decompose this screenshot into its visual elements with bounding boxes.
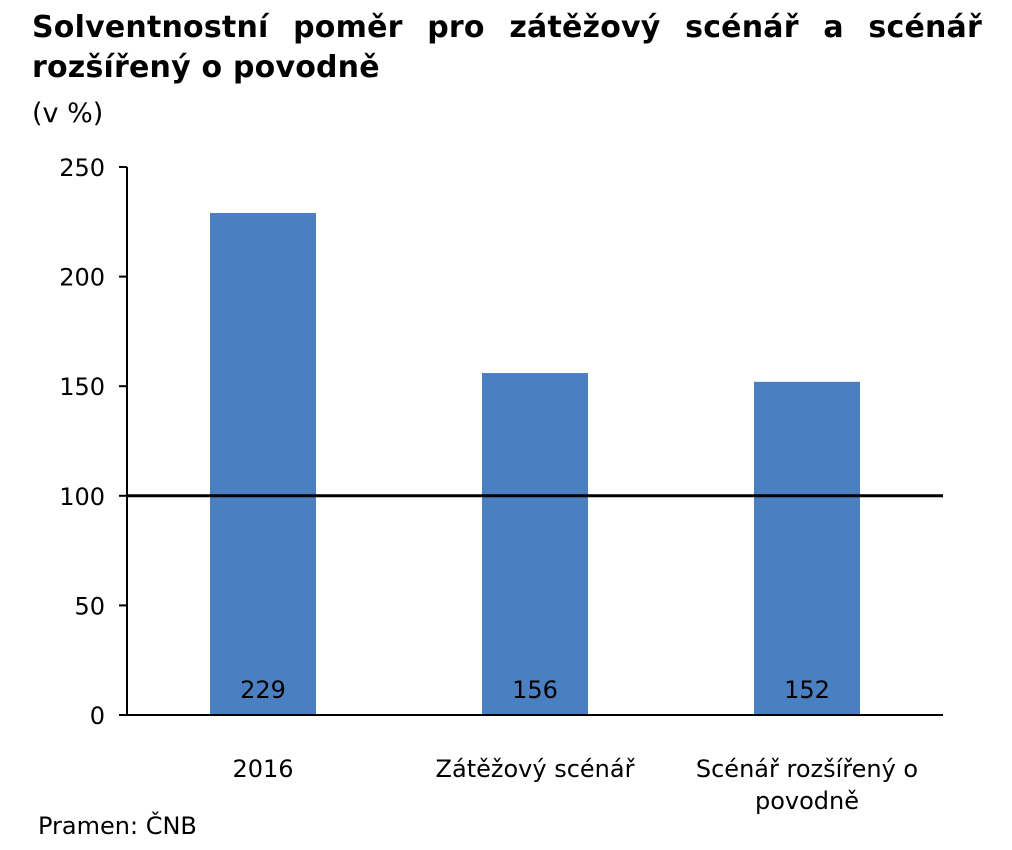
y-tick-label-250: 250 <box>59 154 105 182</box>
y-tick-label-0: 0 <box>90 702 105 730</box>
bar-3 <box>754 381 860 715</box>
y-tick-label-100: 100 <box>59 483 105 511</box>
y-tick-label-200: 200 <box>59 264 105 292</box>
bar-1 <box>210 213 316 716</box>
y-tick-label-150: 150 <box>59 373 105 401</box>
chart-title: Solventnostní poměr pro zátěžový scénář … <box>32 10 982 85</box>
y-tick-label-50: 50 <box>74 592 105 620</box>
x-category-label-3: Scénář rozšířený o povodně <box>696 755 918 815</box>
x-category-label-2: Zátěžový scénář <box>436 755 636 783</box>
x-category-label-1: 2016 <box>232 755 293 783</box>
unit-label: (v %) <box>32 98 104 129</box>
data-label-3: 152 <box>784 676 830 704</box>
data-label-2: 156 <box>512 676 558 704</box>
bar-2 <box>482 373 588 715</box>
source-note: Pramen: ČNB <box>38 812 197 840</box>
data-label-1: 229 <box>240 676 286 704</box>
